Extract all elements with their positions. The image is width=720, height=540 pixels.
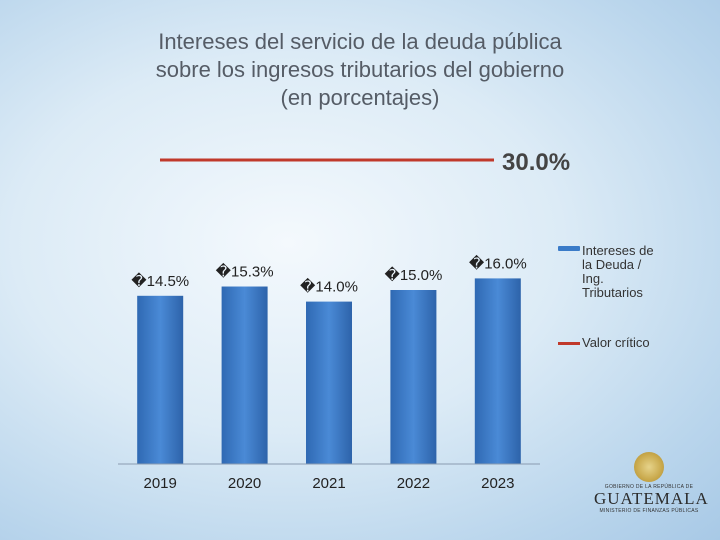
legend-line-label: Valor crítico xyxy=(582,335,650,350)
data-label-2019: �14.5% xyxy=(131,272,189,290)
bar-2022 xyxy=(390,290,437,464)
data-label-2022: �15.0% xyxy=(384,266,442,284)
tick-label-2023: 2023 xyxy=(481,475,514,492)
tick-label-2021: 2021 xyxy=(312,475,345,492)
chart-title: Intereses del servicio de la deuda públi… xyxy=(60,28,660,112)
legend-bar-label: Intereses de la Deuda / Ing. Tributarios xyxy=(582,243,654,300)
bar-2019 xyxy=(137,295,184,464)
data-label-2021: �14.0% xyxy=(300,278,358,296)
title-line-1: Intereses del servicio de la deuda públi… xyxy=(158,29,562,54)
title-line-3: (en porcentajes) xyxy=(280,85,440,110)
critical-value-label: 30.0% xyxy=(502,149,570,176)
tick-label-2019: 2019 xyxy=(144,475,177,492)
data-label-2020: �15.3% xyxy=(216,263,274,281)
guatemala-logo: GOBIERNO DE LA REPÚBLICA DE GUATEMALA MI… xyxy=(594,452,708,526)
bar-2023 xyxy=(474,278,521,464)
coat-of-arms-icon xyxy=(634,452,664,482)
tick-label-2022: 2022 xyxy=(397,475,430,492)
bar-2020 xyxy=(221,286,268,464)
legend-swatch-line xyxy=(558,342,580,345)
title-line-2: sobre los ingresos tributarios del gobie… xyxy=(155,57,565,82)
tick-label-2020: 2020 xyxy=(228,475,261,492)
bar-2021 xyxy=(306,301,352,464)
data-label-2023: �16.0% xyxy=(469,254,527,272)
legend-swatch-bar xyxy=(558,246,580,251)
